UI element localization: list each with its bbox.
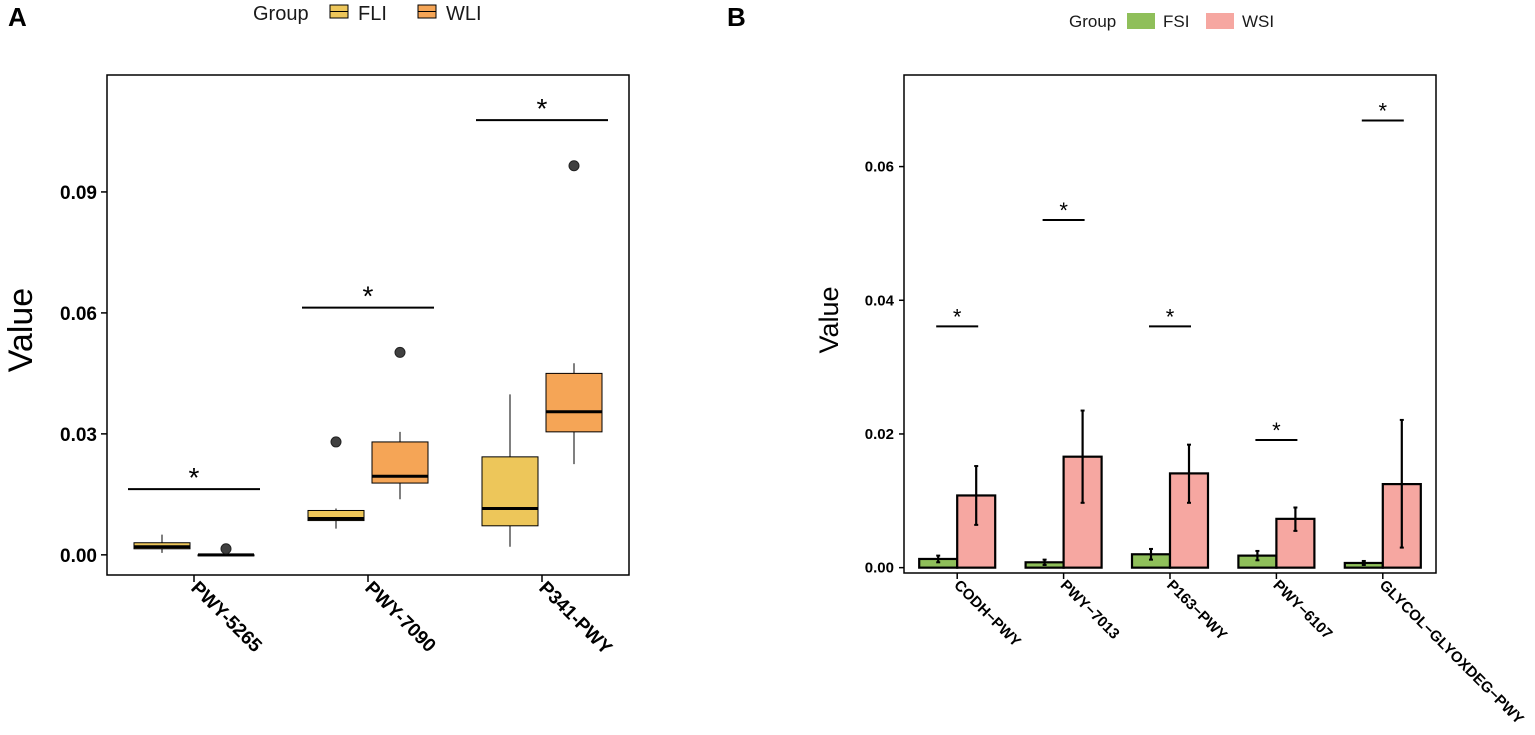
y-tick-label-a: 0.09 — [60, 183, 97, 204]
legend-b: Group FSI WSI — [1069, 12, 1274, 31]
x-tick-label-b: PWY−6107 — [1270, 577, 1336, 643]
legend-a-label-fli: FLI — [358, 3, 387, 25]
y-tick-label-b: 0.06 — [865, 159, 894, 176]
box-wli-pwy-5265-outlier — [220, 543, 232, 555]
y-axis-title-b: Value — [814, 286, 844, 353]
significance-star-a: * — [537, 93, 548, 124]
y-axis-title-a: Value — [2, 288, 40, 372]
significance-star-a: * — [189, 462, 200, 493]
legend-b-label-fsi: FSI — [1163, 12, 1189, 31]
significance-star-b: * — [1166, 304, 1175, 329]
y-tick-label-b: 0.00 — [865, 560, 894, 577]
significance-star-b: * — [953, 304, 962, 329]
legend-b-swatch-wsi — [1206, 13, 1234, 29]
legend-b-swatch-fsi — [1127, 13, 1155, 29]
legend-b-label-wsi: WSI — [1242, 12, 1274, 31]
significance-star-b: * — [1272, 418, 1281, 443]
x-tick-label-a: PWY-7090 — [360, 578, 439, 657]
box-wli-pwy-7090-outlier — [394, 346, 406, 358]
y-tick-label-b: 0.04 — [865, 292, 895, 309]
panel-b: B Group FSI WSI 0.00 0.02 0.04 0.06 * * * * * CODH… — [727, 2, 1527, 728]
x-tick-label-a: P341-PWY — [534, 578, 616, 660]
x-tick-label-b: P163−PWY — [1163, 577, 1230, 644]
box-fli-pwy-7090-outlier — [330, 436, 342, 448]
y-tick-label-a: 0.00 — [60, 546, 97, 567]
significance-star-a: * — [363, 281, 374, 312]
box-wli-p341-pwy — [545, 372, 603, 433]
x-tick-label-b: GLYCOL−GLYOXDEG−PWY — [1376, 577, 1527, 728]
legend-a-title: Group — [253, 3, 309, 25]
y-tick-label-a: 0.03 — [60, 425, 97, 446]
legend-a: Group FLI WLI — [253, 3, 482, 25]
box-wli-p341-pwy-outlier — [568, 160, 580, 172]
significance-star-b: * — [1379, 98, 1388, 123]
panel-a: A Group FLI WLI 0.00 0.03 0.06 0.09 * * * PWY-52… — [2, 2, 630, 660]
y-tick-label-b: 0.02 — [865, 426, 894, 443]
x-tick-label-b: PWY−7013 — [1057, 577, 1123, 643]
panel-label-b: B — [727, 2, 746, 32]
plot-frame-a — [106, 74, 630, 576]
panel-label-a: A — [8, 2, 27, 32]
y-tick-label-a: 0.06 — [60, 304, 97, 325]
x-tick-label-a: PWY-5265 — [186, 578, 265, 657]
significance-star-b: * — [1059, 198, 1068, 223]
box-fli-pwy-7090 — [307, 509, 365, 522]
x-tick-label-b: CODH−PWY — [950, 577, 1024, 651]
legend-a-label-wli: WLI — [446, 3, 482, 25]
box-fli-p341-pwy — [481, 456, 539, 527]
legend-b-title: Group — [1069, 12, 1116, 31]
